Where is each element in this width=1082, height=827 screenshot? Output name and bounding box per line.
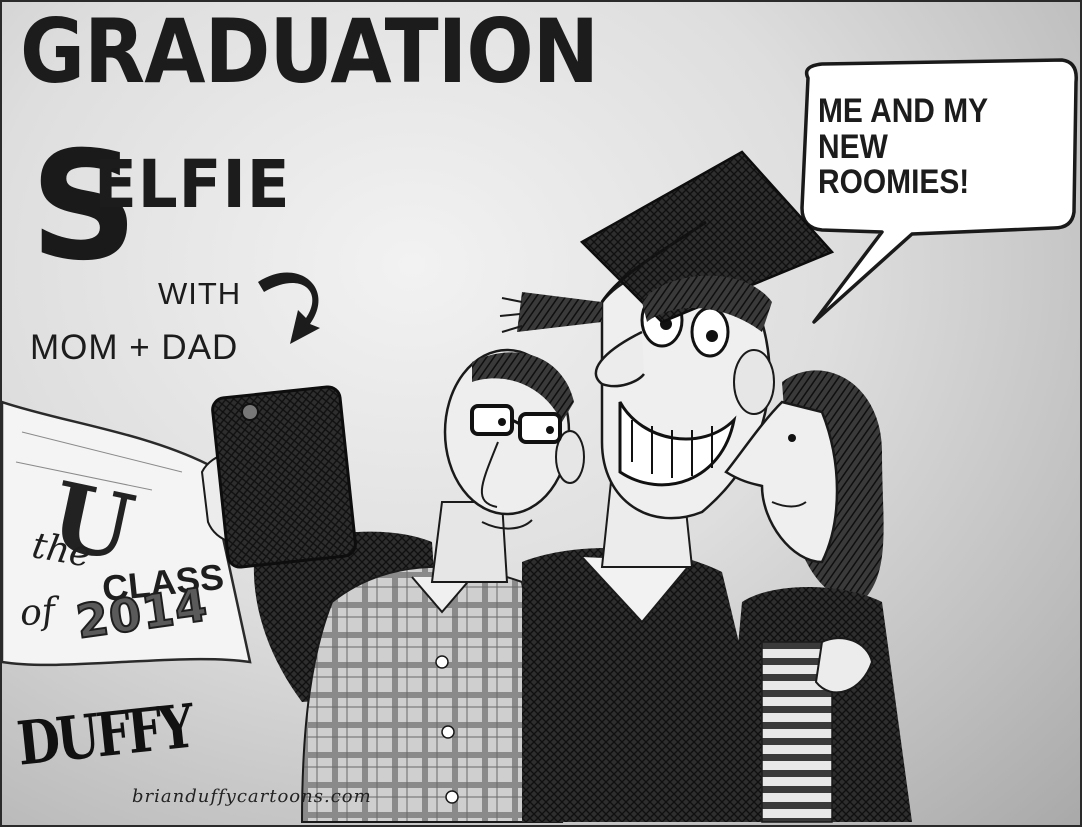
speech-line-2: NEW ROOMIES! (818, 127, 970, 202)
title-selfie-rest: ELFIE (94, 146, 291, 223)
title-big-s: S (30, 120, 139, 294)
speech-bubble (800, 58, 1078, 324)
class-banner (2, 400, 252, 667)
smartphone-icon (211, 385, 357, 569)
caption-with: WITH (158, 276, 242, 311)
artist-website: brianduffycartoons.com (132, 786, 372, 807)
mom-figure (722, 370, 912, 823)
title-graduation: GRADUATION (20, 0, 599, 103)
graduate-figure (522, 265, 782, 822)
banner-of: of (18, 590, 57, 635)
curved-arrow-icon (258, 272, 320, 344)
speech-line-1: ME AND MY (818, 92, 989, 130)
speech-bubble-text: ME AND MY NEW ROOMIES! (818, 92, 1047, 202)
caption-mom-dad: MOM + DAD (30, 328, 239, 367)
graduation-cap-icon (499, 150, 835, 333)
